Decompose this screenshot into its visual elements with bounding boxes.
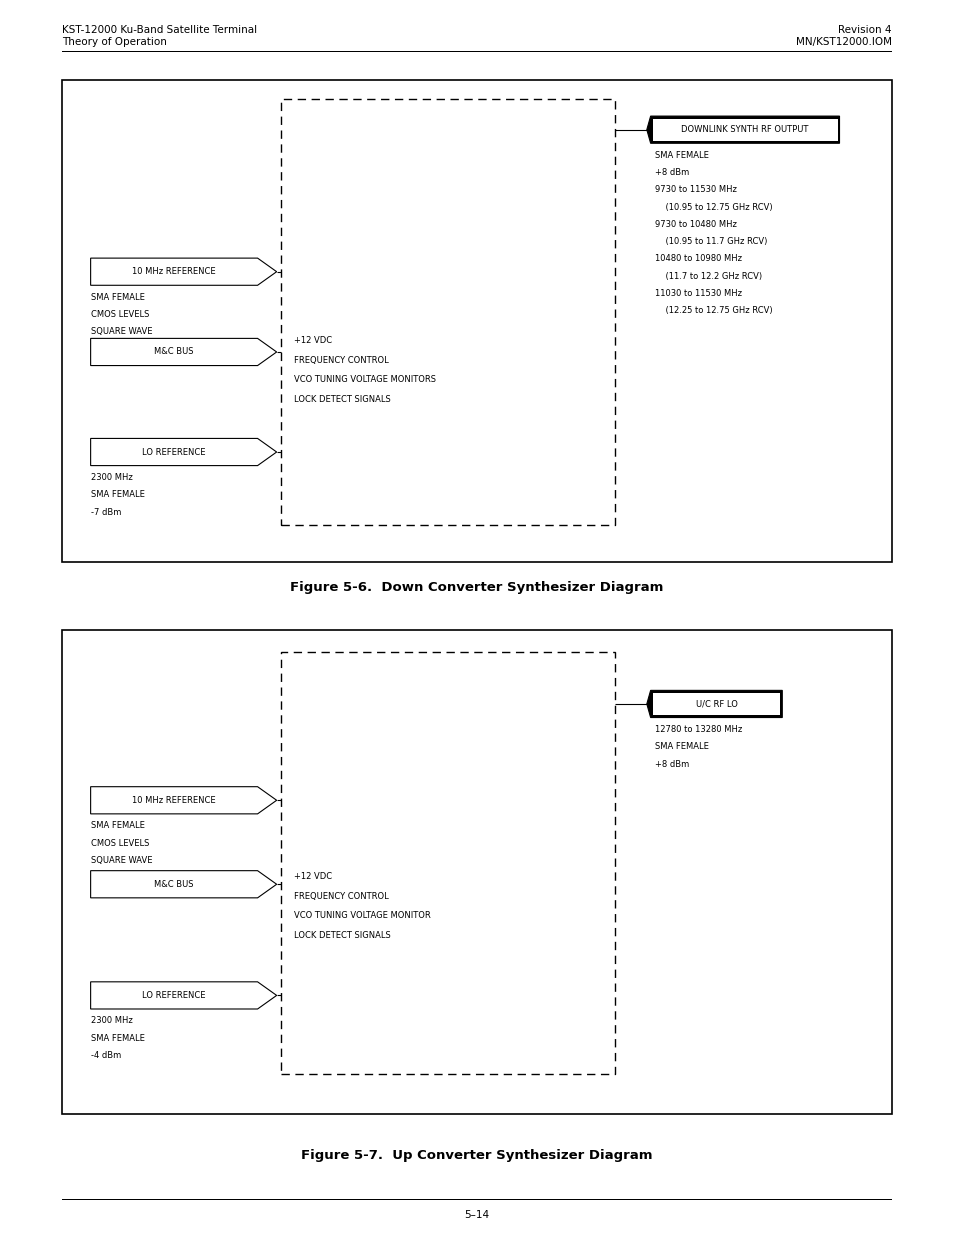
Text: VCO TUNING VOLTAGE MONITOR: VCO TUNING VOLTAGE MONITOR — [294, 911, 430, 920]
Bar — [652, 693, 780, 715]
Text: Figure 5-7.  Up Converter Synthesizer Diagram: Figure 5-7. Up Converter Synthesizer Dia… — [301, 1150, 652, 1162]
FancyBboxPatch shape — [62, 51, 891, 52]
Text: 10 MHz REFERENCE: 10 MHz REFERENCE — [132, 795, 215, 805]
Text: 2300 MHz: 2300 MHz — [91, 473, 132, 482]
Polygon shape — [91, 258, 276, 285]
Text: SMA FEMALE: SMA FEMALE — [655, 151, 708, 159]
Text: LO REFERENCE: LO REFERENCE — [142, 990, 206, 1000]
Bar — [62, 80, 891, 562]
Text: VCO TUNING VOLTAGE MONITORS: VCO TUNING VOLTAGE MONITORS — [294, 375, 436, 384]
Text: LOCK DETECT SIGNALS: LOCK DETECT SIGNALS — [294, 931, 390, 940]
FancyBboxPatch shape — [62, 1199, 891, 1200]
Text: SMA FEMALE: SMA FEMALE — [91, 1034, 144, 1042]
Polygon shape — [91, 438, 276, 466]
Text: (10.95 to 11.7 GHz RCV): (10.95 to 11.7 GHz RCV) — [655, 237, 767, 246]
Text: M&C BUS: M&C BUS — [154, 347, 193, 357]
Text: KST-12000 Ku-Band Satellite Terminal: KST-12000 Ku-Band Satellite Terminal — [62, 25, 257, 35]
Text: +12 VDC: +12 VDC — [294, 872, 332, 881]
Text: 5–14: 5–14 — [464, 1210, 489, 1220]
Text: SMA FEMALE: SMA FEMALE — [91, 293, 144, 301]
Text: +8 dBm: +8 dBm — [655, 168, 689, 177]
Text: LO REFERENCE: LO REFERENCE — [142, 447, 206, 457]
Text: Theory of Operation: Theory of Operation — [62, 37, 167, 47]
Polygon shape — [91, 338, 276, 366]
Text: SMA FEMALE: SMA FEMALE — [91, 821, 144, 830]
Text: FREQUENCY CONTROL: FREQUENCY CONTROL — [294, 356, 388, 364]
Text: 10480 to 10980 MHz: 10480 to 10980 MHz — [655, 254, 741, 263]
Text: SQUARE WAVE: SQUARE WAVE — [91, 327, 152, 336]
Text: 9730 to 11530 MHz: 9730 to 11530 MHz — [655, 185, 737, 194]
Polygon shape — [646, 690, 781, 718]
Text: DOWNLINK SYNTH RF OUTPUT: DOWNLINK SYNTH RF OUTPUT — [680, 125, 808, 135]
Text: +8 dBm: +8 dBm — [655, 760, 689, 768]
Text: (11.7 to 12.2 GHz RCV): (11.7 to 12.2 GHz RCV) — [655, 272, 761, 280]
Bar — [281, 99, 615, 525]
Text: 9730 to 10480 MHz: 9730 to 10480 MHz — [655, 220, 737, 228]
Text: MN/KST12000.IOM: MN/KST12000.IOM — [795, 37, 891, 47]
Polygon shape — [91, 982, 276, 1009]
Text: SQUARE WAVE: SQUARE WAVE — [91, 856, 152, 864]
Text: CMOS LEVELS: CMOS LEVELS — [91, 310, 149, 319]
Text: (10.95 to 12.75 GHz RCV): (10.95 to 12.75 GHz RCV) — [655, 203, 772, 211]
Polygon shape — [646, 116, 839, 143]
Text: SMA FEMALE: SMA FEMALE — [655, 742, 708, 751]
Text: -7 dBm: -7 dBm — [91, 508, 121, 516]
Text: (12.25 to 12.75 GHz RCV): (12.25 to 12.75 GHz RCV) — [655, 306, 772, 315]
Text: CMOS LEVELS: CMOS LEVELS — [91, 839, 149, 847]
Bar — [62, 630, 891, 1114]
Text: U/C RF LO: U/C RF LO — [695, 699, 737, 709]
Text: 11030 to 11530 MHz: 11030 to 11530 MHz — [655, 289, 741, 298]
Text: 2300 MHz: 2300 MHz — [91, 1016, 132, 1025]
Text: 12780 to 13280 MHz: 12780 to 13280 MHz — [655, 725, 741, 734]
Text: M&C BUS: M&C BUS — [154, 879, 193, 889]
Bar — [281, 652, 615, 1074]
Text: Revision 4: Revision 4 — [838, 25, 891, 35]
Text: LOCK DETECT SIGNALS: LOCK DETECT SIGNALS — [294, 395, 390, 404]
Bar — [652, 119, 837, 141]
Text: FREQUENCY CONTROL: FREQUENCY CONTROL — [294, 892, 388, 900]
Text: SMA FEMALE: SMA FEMALE — [91, 490, 144, 499]
Polygon shape — [91, 871, 276, 898]
Polygon shape — [91, 787, 276, 814]
Text: +12 VDC: +12 VDC — [294, 336, 332, 345]
Text: 10 MHz REFERENCE: 10 MHz REFERENCE — [132, 267, 215, 277]
Text: -4 dBm: -4 dBm — [91, 1051, 121, 1060]
Text: Figure 5-6.  Down Converter Synthesizer Diagram: Figure 5-6. Down Converter Synthesizer D… — [290, 582, 663, 594]
